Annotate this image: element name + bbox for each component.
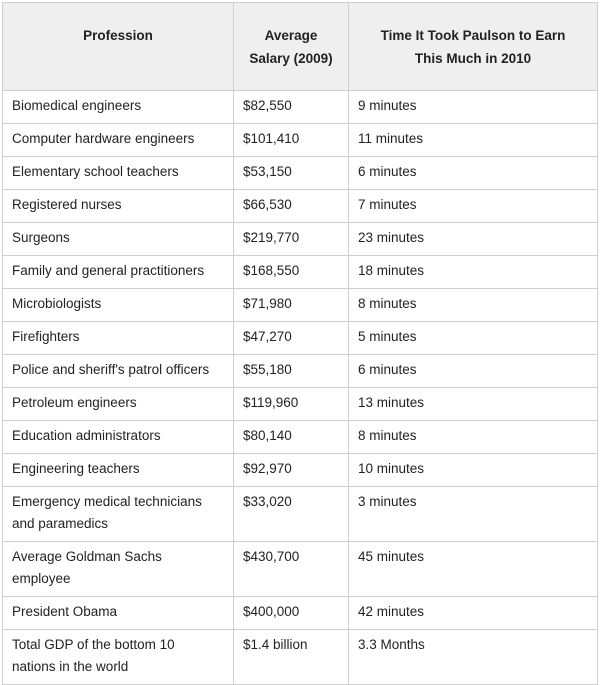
profession-cell: Police and sheriff's patrol officers [2,354,234,388]
time-cell: 8 minutes [348,420,598,454]
salary-cell: $92,970 [233,453,349,487]
header-salary-line2: Salary (2009) [249,51,333,66]
header-salary-line1: Average [264,28,318,43]
header-row: Profession Average Salary (2009) Time It… [2,2,598,91]
salary-cell: $33,020 [233,486,349,542]
time-cell: 6 minutes [348,354,598,388]
salary-cell: $168,550 [233,255,349,289]
table-row: Firefighters $47,270 5 minutes [2,321,598,355]
table-row: Biomedical engineers $82,550 9 minutes [2,90,598,124]
time-cell: 5 minutes [348,321,598,355]
salary-cell: $82,550 [233,90,349,124]
time-cell: 6 minutes [348,156,598,190]
table-row: Surgeons $219,770 23 minutes [2,222,598,256]
table-row: Family and general practitioners $168,55… [2,255,598,289]
time-cell: 9 minutes [348,90,598,124]
profession-cell: Family and general practitioners [2,255,234,289]
salary-cell: $219,770 [233,222,349,256]
salary-cell: $1.4 billion [233,629,349,685]
time-cell: 10 minutes [348,453,598,487]
table-row: Education administrators $80,140 8 minut… [2,420,598,454]
salary-cell: $101,410 [233,123,349,157]
table-row: Emergency medical technicians and parame… [2,486,598,542]
header-salary: Average Salary (2009) [233,2,349,91]
header-time-line2: This Much in 2010 [414,51,532,66]
profession-cell: Biomedical engineers [2,90,234,124]
profession-cell: Computer hardware engineers [2,123,234,157]
profession-line: Total GDP of the bottom 10 [12,637,175,652]
profession-cell: Petroleum engineers [2,387,234,421]
table-row: Police and sheriff's patrol officers $55… [2,354,598,388]
table-row: Average Goldman Sachs employee $430,700 … [2,541,598,597]
profession-cell: Firefighters [2,321,234,355]
salary-cell: $400,000 [233,596,349,630]
profession-cell: Average Goldman Sachs employee [2,541,234,597]
profession-line: nations in the world [12,659,129,674]
salary-cell: $55,180 [233,354,349,388]
profession-cell: President Obama [2,596,234,630]
table-row: Elementary school teachers $53,150 6 min… [2,156,598,190]
salary-cell: $53,150 [233,156,349,190]
header-time: Time It Took Paulson to Earn This Much i… [348,2,598,91]
time-cell: 23 minutes [348,222,598,256]
salary-cell: $47,270 [233,321,349,355]
header-profession: Profession [2,2,234,91]
table-row: Petroleum engineers $119,960 13 minutes [2,387,598,421]
table-row: Microbiologists $71,980 8 minutes [2,288,598,322]
time-cell: 3 minutes [348,486,598,542]
header-profession-label: Profession [83,28,153,43]
profession-cell: Emergency medical technicians and parame… [2,486,234,542]
time-cell: 3.3 Months [348,629,598,685]
time-cell: 11 minutes [348,123,598,157]
profession-cell: Microbiologists [2,288,234,322]
profession-cell: Surgeons [2,222,234,256]
profession-cell: Total GDP of the bottom 10 nations in th… [2,629,234,685]
salary-cell: $80,140 [233,420,349,454]
profession-line: Average Goldman Sachs [12,549,162,564]
salary-cell: $71,980 [233,288,349,322]
profession-cell: Engineering teachers [2,453,234,487]
time-cell: 8 minutes [348,288,598,322]
salary-cell: $119,960 [233,387,349,421]
time-cell: 45 minutes [348,541,598,597]
time-cell: 42 minutes [348,596,598,630]
profession-cell: Elementary school teachers [2,156,234,190]
table-row: Total GDP of the bottom 10 nations in th… [2,629,598,685]
profession-cell: Education administrators [2,420,234,454]
profession-line: and paramedics [12,516,109,531]
header-time-line1: Time It Took Paulson to Earn [380,28,566,43]
time-cell: 18 minutes [348,255,598,289]
time-cell: 7 minutes [348,189,598,223]
table-row: Computer hardware engineers $101,410 11 … [2,123,598,157]
profession-cell: Registered nurses [2,189,234,223]
profession-line: Emergency medical technicians [12,494,202,509]
salary-cell: $66,530 [233,189,349,223]
table-row: Engineering teachers $92,970 10 minutes [2,453,598,487]
table-row: President Obama $400,000 42 minutes [2,596,598,630]
time-cell: 13 minutes [348,387,598,421]
table-row: Registered nurses $66,530 7 minutes [2,189,598,223]
salary-cell: $430,700 [233,541,349,597]
profession-line: employee [12,571,71,586]
